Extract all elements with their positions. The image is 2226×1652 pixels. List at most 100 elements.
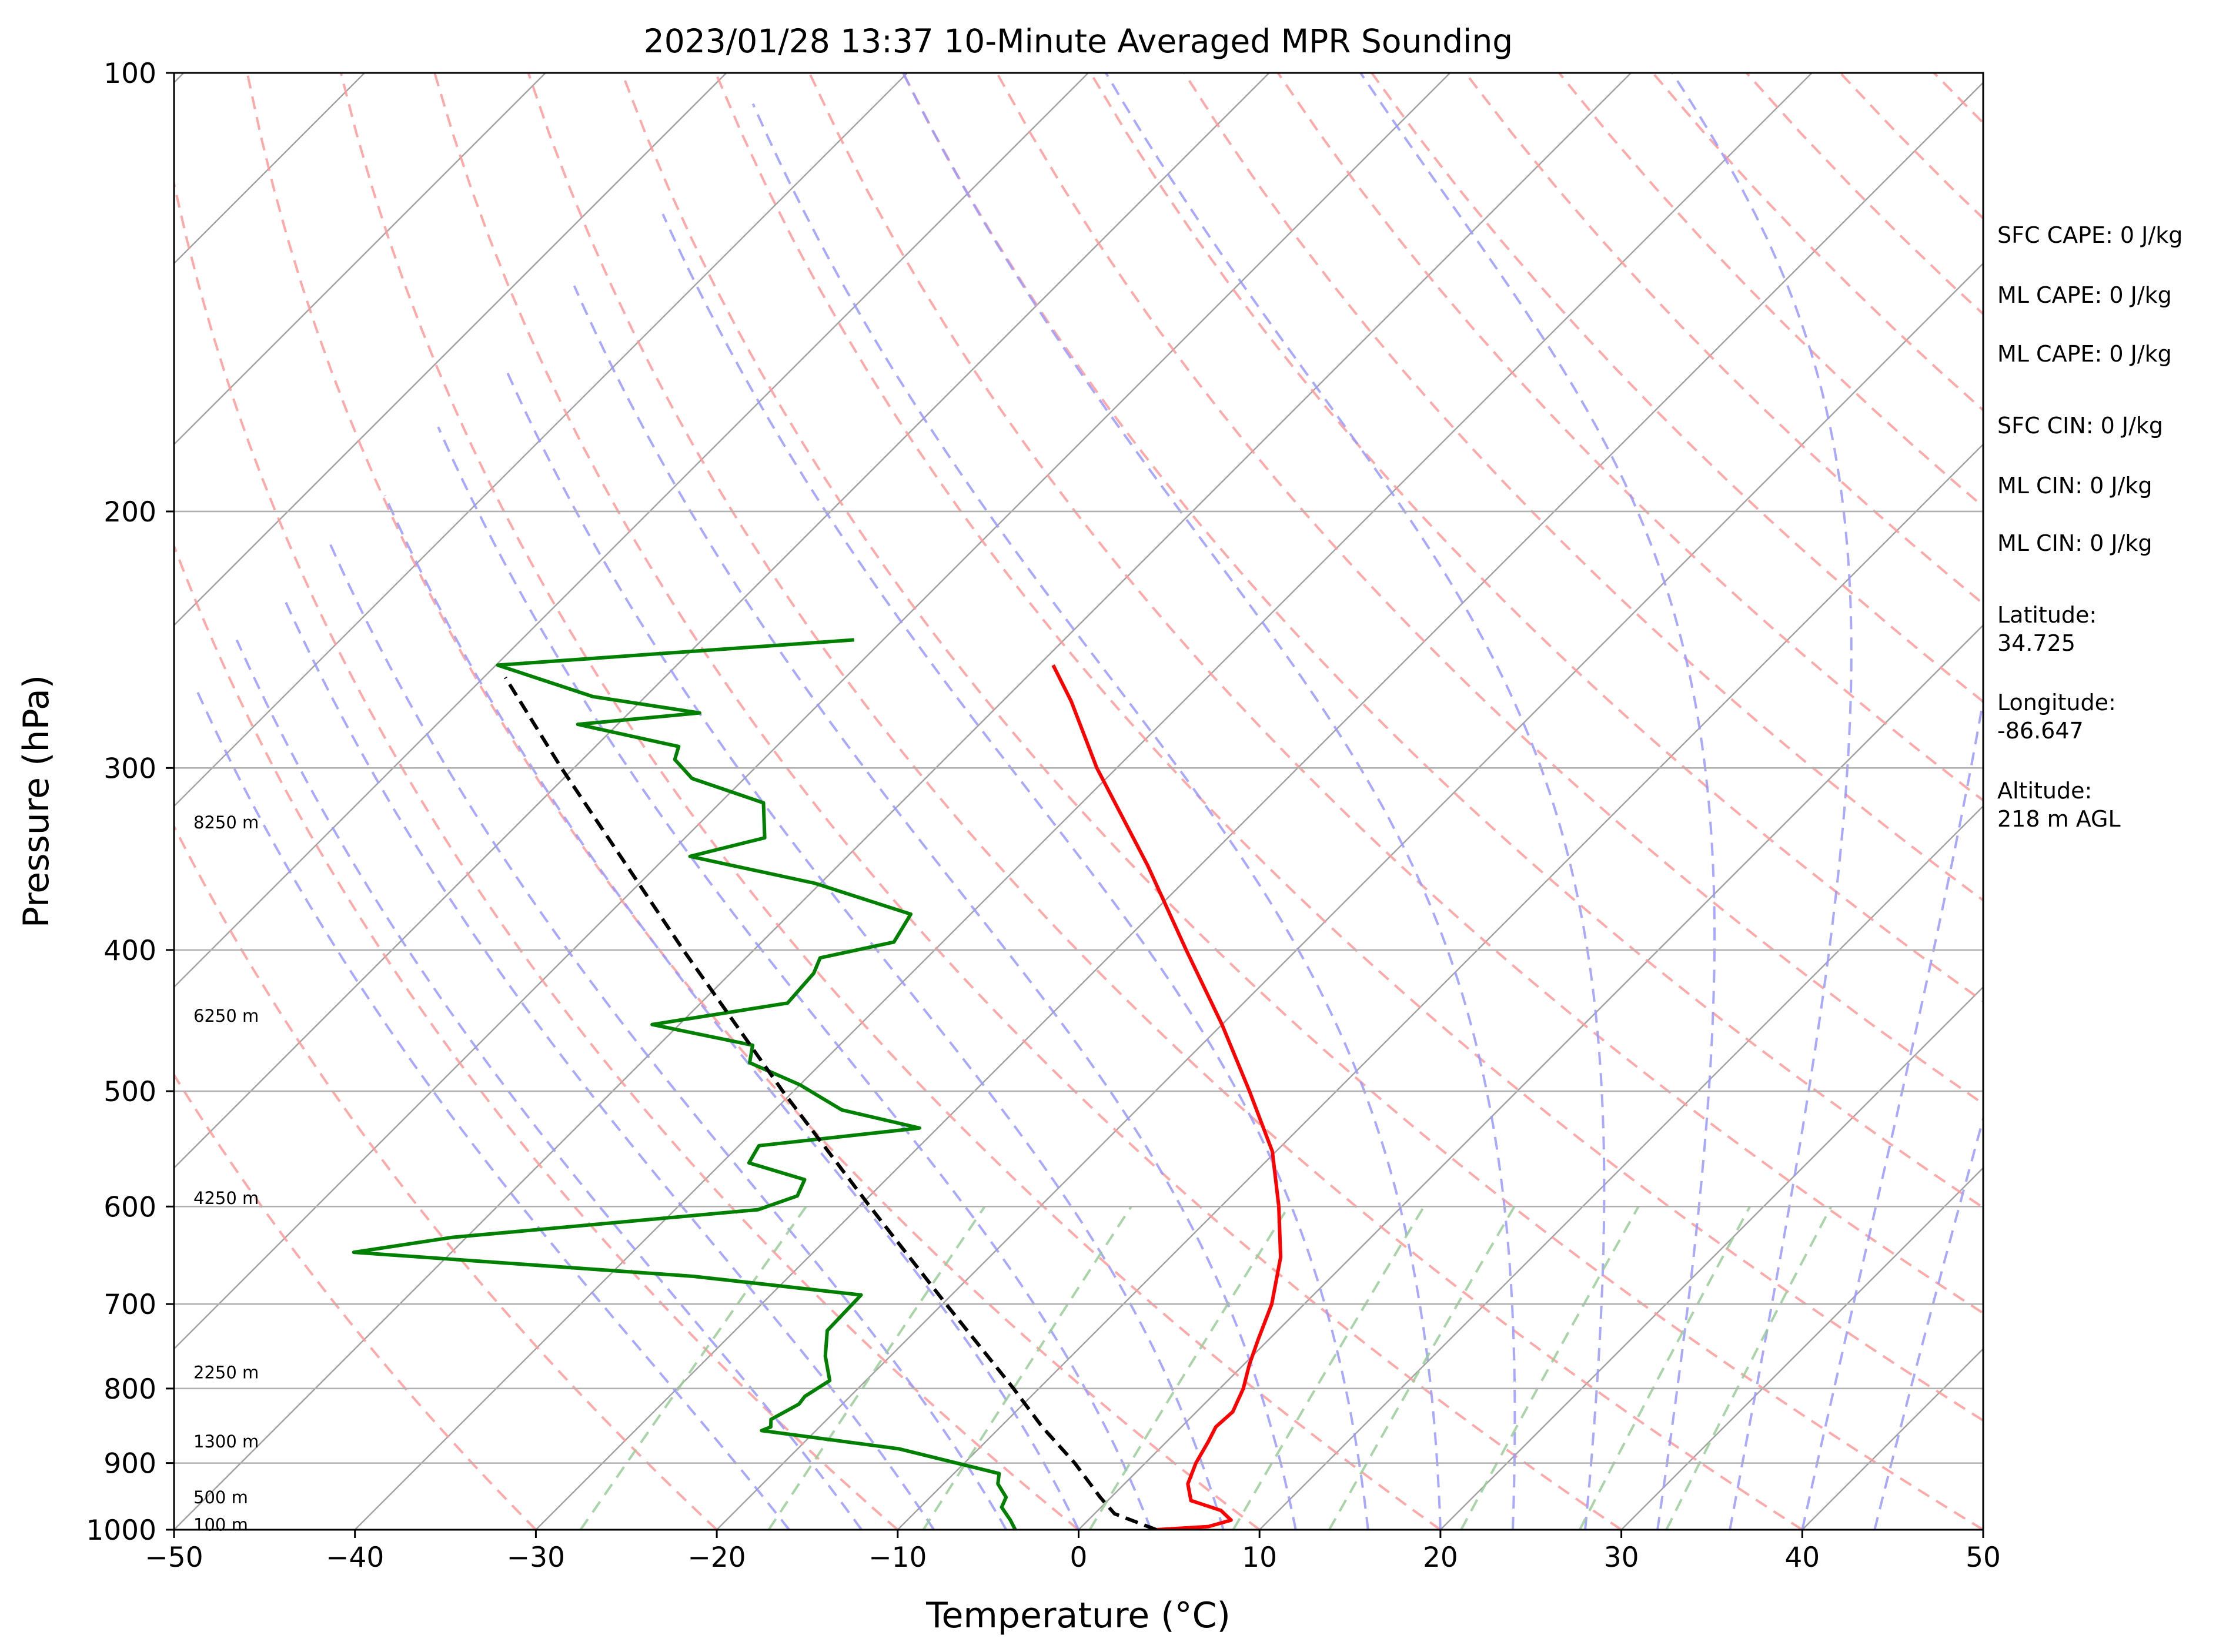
mixing-ratio-line <box>767 1206 986 1530</box>
x-axis-label: Temperature (°C) <box>925 1595 1231 1636</box>
mixing-ratio-line <box>1665 1206 1833 1530</box>
height-label: 8250 m <box>193 812 259 832</box>
dry-adiabat-line <box>527 73 1803 1530</box>
y-tick-label: 800 <box>103 1373 156 1406</box>
annotation-text: -86.647 <box>1997 718 2084 744</box>
moist-adiabat-line <box>1873 1114 1983 1530</box>
y-tick-label: 200 <box>103 496 156 529</box>
moist-adiabat-line <box>1105 73 1606 1530</box>
y-tick-label: 500 <box>103 1076 156 1108</box>
annotation-text: Longitude: <box>1997 690 2116 715</box>
y-tick-label: 300 <box>103 753 156 785</box>
moist-adiabat-line <box>437 426 1152 1530</box>
y-tick-label: 900 <box>103 1448 156 1480</box>
height-label: 4250 m <box>193 1188 259 1208</box>
dry-adiabat-line <box>174 1072 537 1530</box>
isotherm-line <box>0 73 3 1530</box>
moist-adiabat-line <box>1671 73 1853 1530</box>
y-tick-label: 600 <box>103 1191 156 1223</box>
x-tick-label: 10 <box>1242 1541 1277 1574</box>
isotherm-line <box>174 73 1089 988</box>
dry-adiabat-line <box>995 73 1983 1105</box>
plot-frame <box>173 72 1984 1531</box>
dry-adiabat-line <box>902 73 1983 1209</box>
isotherm-line <box>1078 624 1983 1530</box>
x-tick-label: −10 <box>868 1541 927 1574</box>
isotherm-line <box>897 443 1983 1530</box>
background-lines <box>0 73 2226 1530</box>
x-tick-label: 50 <box>1966 1541 2001 1574</box>
height-label: 2250 m <box>193 1363 259 1383</box>
isotherm-line <box>174 73 1451 1350</box>
y-axis-label: Pressure (hPa) <box>16 675 57 928</box>
x-tick-label: 0 <box>1070 1541 1088 1574</box>
x-tick-label: −50 <box>145 1541 203 1574</box>
chart-title: 2023/01/28 13:37 10-Minute Averaged MPR … <box>644 22 1513 60</box>
annotation-text: ML CIN: 0 J/kg <box>1997 530 2152 556</box>
dry-adiabat-line <box>246 73 1261 1530</box>
annotation-text: Latitude: <box>1997 602 2097 628</box>
mixing-ratio-line <box>922 1206 1132 1530</box>
moist-adiabat-line <box>1359 73 1716 1530</box>
x-tick-label: 20 <box>1423 1541 1458 1574</box>
isotherm-line <box>1620 1166 1983 1530</box>
annotation-text: SFC CAPE: 0 J/kg <box>1997 222 2182 248</box>
x-tick-label: −30 <box>507 1541 565 1574</box>
annotation-text: 34.725 <box>1997 630 2075 656</box>
isotherm-line <box>1259 805 1983 1530</box>
moist-adiabat-line <box>751 103 1442 1530</box>
isotherm-line <box>174 73 727 627</box>
y-tick-label: 400 <box>103 935 156 967</box>
dry-adiabat-line <box>339 73 1442 1530</box>
moist-adiabat-line <box>505 369 1225 1530</box>
moist-adiabat-line <box>573 285 1297 1530</box>
annotation-text: SFC CIN: 0 J/kg <box>1997 413 2163 439</box>
temperature-trace <box>1051 664 1283 1530</box>
height-label: 1300 m <box>193 1432 259 1452</box>
height-label: 500 m <box>193 1487 248 1507</box>
dry-adiabat-line <box>1089 73 1983 1003</box>
isotherm-line <box>174 73 546 446</box>
dry-adiabat-line <box>433 73 1622 1530</box>
mixing-ratio-line <box>1088 1206 1290 1530</box>
axis-ticks: −50 −40 −30 −20 −10 0 10 20 30 40 50 100 200 300 400 50… <box>86 58 2001 1574</box>
dry-adiabat-line <box>174 543 899 1530</box>
pressure-gridlines <box>174 72 1983 1531</box>
isotherm-line <box>1440 986 1983 1530</box>
isotherm-line <box>354 73 1813 1530</box>
mixing-ratio-line <box>579 1206 807 1530</box>
dry-adiabat-line <box>714 73 1983 1422</box>
mixing-ratio-line <box>1328 1206 1516 1530</box>
dry-adiabat-line <box>174 824 718 1530</box>
x-tick-label: −40 <box>326 1541 384 1574</box>
parcel-trace <box>503 676 1157 1530</box>
sounding-traces <box>352 638 1283 1530</box>
annotation-text: ML CAPE: 0 J/kg <box>1997 341 2172 367</box>
dry-adiabat-line <box>2215 73 2226 1530</box>
annotation-text: ML CAPE: 0 J/kg <box>1997 282 2172 308</box>
dry-adiabat-line <box>174 178 1079 1530</box>
x-tick-label: 40 <box>1784 1541 1820 1574</box>
mixing-ratio-line <box>1232 1206 1425 1530</box>
moist-adiabat-line <box>195 688 790 1530</box>
isotherm-line <box>174 73 1632 1530</box>
moist-adiabat-line <box>283 599 935 1530</box>
height-labels: 100 m 500 m 1300 m 2250 m 4250 m 6250 m 8250 m <box>193 812 259 1534</box>
y-tick-label: 700 <box>103 1289 156 1321</box>
height-label: 100 m <box>193 1514 248 1534</box>
moist-adiabat-line <box>902 73 1516 1530</box>
y-tick-label: 100 <box>103 58 156 90</box>
annotation-text: Altitude: <box>1997 778 2092 804</box>
height-label: 6250 m <box>193 1006 259 1026</box>
x-tick-label: 30 <box>1604 1541 1639 1574</box>
moist-adiabat-line <box>235 639 863 1530</box>
dry-adiabat-line <box>1276 73 1983 802</box>
moist-adiabat-line <box>383 494 1080 1530</box>
dry-adiabat-line <box>621 73 1983 1530</box>
y-tick-label: 1000 <box>86 1514 156 1547</box>
moist-adiabat-line <box>328 541 1008 1530</box>
dry-adiabat-line <box>808 73 1983 1315</box>
annotation-text: ML CIN: 0 J/kg <box>1997 473 2152 499</box>
isotherm-line <box>716 262 1983 1530</box>
